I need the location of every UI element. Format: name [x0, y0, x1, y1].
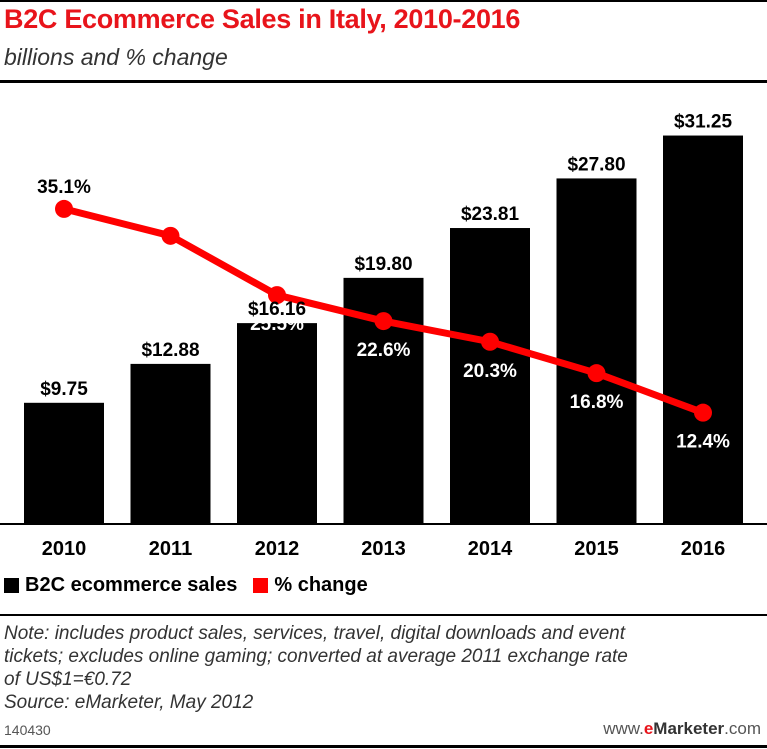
bar-2014	[450, 228, 530, 525]
pct-label-2012: 25.5%	[250, 314, 304, 335]
bar-value-label-2011: $12.88	[141, 340, 199, 361]
pct-point-2015	[587, 364, 606, 383]
bar-2015	[556, 178, 637, 524]
bars-layer	[0, 135, 767, 525]
top-rule	[0, 0, 767, 2]
note-block: Note: includes product sales, services, …	[4, 622, 764, 714]
legend-label-change: % change	[274, 573, 368, 596]
bar-value-label-2016: $31.25	[674, 112, 733, 133]
pct-label-2013: 22.6%	[357, 340, 411, 361]
labels-layer: $9.75 2010 $12.88 2011 $16.16 2012 $19.80 2013 $…	[37, 112, 732, 560]
pct-label-2015: 16.8%	[570, 392, 624, 413]
pct-label-2011: 32.1%	[144, 255, 198, 276]
legend-swatch-change	[253, 577, 269, 593]
x-tick-label-2015: 2015	[574, 538, 619, 560]
legend-label-sales: B2C ecommerce sales	[25, 573, 238, 596]
x-tick-label-2011: 2011	[149, 538, 192, 560]
chart-subtitle: billions and % change	[4, 44, 228, 70]
x-tick-label-2013: 2013	[361, 538, 406, 560]
pct-point-2012	[268, 286, 286, 305]
legend-swatch-sales	[4, 577, 19, 593]
note-line-3: of US$1=€0.72	[4, 669, 132, 690]
chart-plot: $9.75 2010 $12.88 2011 $16.16 2012 $19.80 2013 $…	[0, 112, 767, 560]
x-tick-label-2012: 2012	[255, 538, 300, 560]
pct-point-2010	[55, 199, 73, 218]
line-layer	[55, 199, 712, 422]
legend-item-sales: B2C ecommerce sales	[4, 574, 237, 597]
bar-value-label-2015: $27.80	[567, 154, 625, 175]
pct-point-2014	[481, 332, 499, 351]
bar-2010	[24, 402, 104, 524]
brand-prefix: www.	[603, 719, 644, 738]
legend-item-change: % change	[253, 573, 368, 597]
header-rule	[0, 80, 767, 83]
chart-id: 140430	[4, 722, 51, 738]
chart-title: B2C Ecommerce Sales in Italy, 2010-2016	[4, 4, 521, 34]
bar-value-label-2014: $23.81	[461, 204, 520, 225]
brand-name: Marketer	[653, 719, 725, 738]
bar-value-label-2012: $16.16	[248, 299, 306, 320]
pct-point-2013	[374, 312, 393, 331]
bar-2011	[130, 363, 211, 524]
bar-2012	[237, 323, 317, 524]
bar-value-label-2013: $19.80	[354, 254, 412, 275]
brand-logo: www.eMarketer.com	[603, 719, 761, 739]
pct-point-2011	[161, 226, 180, 245]
x-tick-label-2010: 2010	[42, 538, 87, 560]
x-tick-label-2014: 2014	[468, 538, 513, 560]
x-tick-label-2016: 2016	[681, 538, 726, 560]
pct-label-2010: 35.1%	[37, 177, 91, 198]
note-line-2: tickets; excludes online gaming; convert…	[4, 646, 628, 667]
bar-value-label-2010: $9.75	[40, 379, 88, 400]
note-rule	[0, 614, 767, 616]
bar-2016	[663, 135, 743, 524]
pct-label-2016: 12.4%	[676, 432, 730, 453]
brand-suffix: .com	[724, 719, 761, 738]
pct-label-2014: 20.3%	[463, 361, 517, 382]
source-line: Source: eMarketer, May 2012	[4, 692, 254, 713]
pct-point-2016	[694, 403, 712, 422]
brand-e: e	[643, 719, 654, 738]
legend: B2C ecommerce sales % change	[4, 570, 384, 600]
note-line-1: Note: includes product sales, services, …	[4, 623, 626, 644]
bottom-rule	[0, 745, 767, 748]
